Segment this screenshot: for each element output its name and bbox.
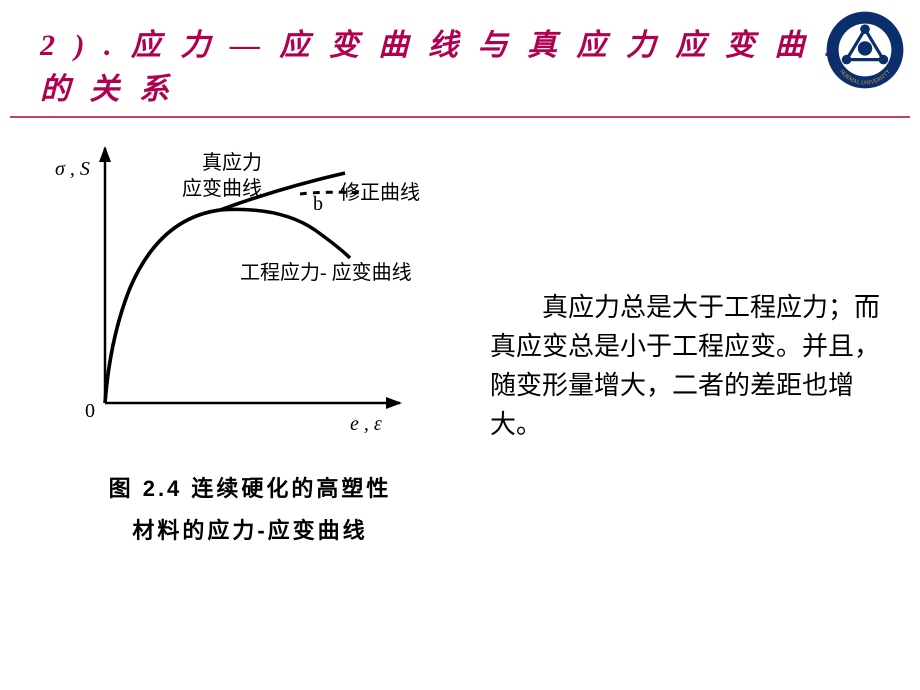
engineering-curve-label: 工程应力- 应变曲线	[240, 256, 412, 285]
stress-strain-diagram: σ , S 0 e , ε b 真应力 应变曲线 修正曲线 工程应力- 应变曲线	[50, 138, 430, 448]
true-curve-label-1: 真应力	[202, 146, 262, 175]
x-axis-label: e , ε	[350, 413, 382, 436]
caption-line-2: 材料的应力-应变曲线	[40, 510, 460, 552]
diagram-caption: 图 2.4 连续硬化的高塑性 材料的应力-应变曲线	[40, 468, 460, 552]
true-curve-label-2: 应变曲线	[182, 172, 262, 201]
university-logo: NORMAL UNIVERSITY	[825, 10, 905, 90]
title-bar: 2 ) . 应 力 — 应 变 曲 线 与 真 应 力 应 变 曲 线 的 关 …	[0, 0, 920, 116]
explanation-text: 真应力总是大于工程应力；而真应变总是小于工程应变。并且，随变形量增大，二者的差距…	[490, 288, 880, 444]
origin-label: 0	[85, 400, 95, 423]
logo-svg: NORMAL UNIVERSITY	[825, 10, 905, 90]
content-area: σ , S 0 e , ε b 真应力 应变曲线 修正曲线 工程应力- 应变曲线…	[0, 118, 920, 572]
y-axis-label: σ , S	[55, 158, 90, 181]
point-b-label: b	[313, 193, 323, 216]
page-title: 2 ) . 应 力 — 应 变 曲 线 与 真 应 力 应 变 曲 线 的 关 …	[40, 20, 880, 108]
right-column: 真应力总是大于工程应力；而真应变总是小于工程应变。并且，随变形量增大，二者的差距…	[490, 138, 880, 552]
left-column: σ , S 0 e , ε b 真应力 应变曲线 修正曲线 工程应力- 应变曲线…	[40, 138, 460, 552]
caption-line-1: 图 2.4 连续硬化的高塑性	[40, 468, 460, 510]
correction-curve-label: 修正曲线	[340, 176, 420, 205]
